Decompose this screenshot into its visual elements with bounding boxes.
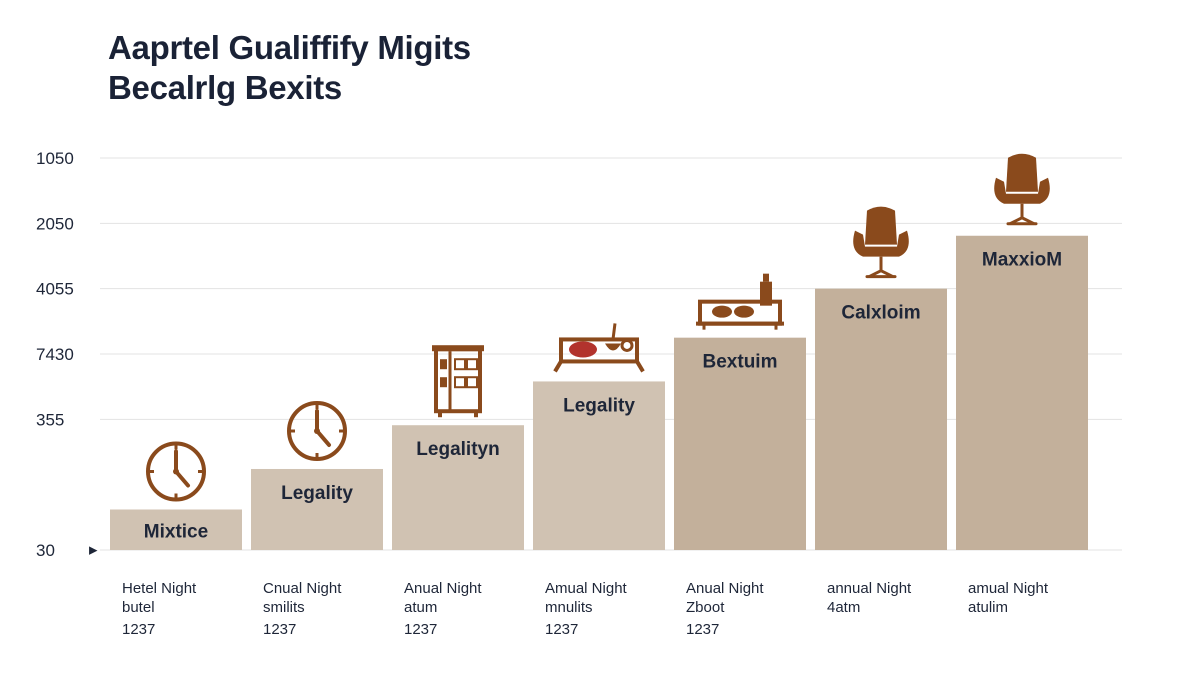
x-category-value: 1237 [263, 621, 296, 638]
bar-label: Legalityn [416, 439, 499, 460]
x-category-label: atum [404, 599, 437, 616]
x-category-label: annual Night [827, 580, 912, 597]
food-tray-icon [553, 323, 645, 373]
x-category-label: Amual Night [545, 580, 628, 597]
y-tick-label: 30 [36, 541, 55, 560]
clock-icon [146, 441, 206, 502]
x-category-label: Hetel Night [122, 580, 197, 597]
clock-icon [287, 400, 347, 461]
x-category-value: 1237 [686, 621, 719, 638]
armchair-icon [994, 153, 1050, 226]
bar-label: Legality [563, 395, 635, 416]
bar-label: MaxxioM [982, 250, 1062, 271]
y-tick-label: 2050 [36, 214, 74, 233]
y-tick-label: 4055 [36, 280, 74, 299]
bar-label: Legality [281, 483, 353, 504]
x-category-label: mnulits [545, 599, 593, 616]
x-category-label: Anual Night [686, 580, 764, 597]
x-category-value: 1237 [545, 621, 578, 638]
cabinet-icon [432, 345, 484, 418]
x-category-label: Zboot [686, 599, 725, 616]
bar [815, 288, 947, 550]
armchair-icon [853, 206, 909, 279]
y-axis-ticks: 1050 2050 4055 7430 355 30 ▸ [36, 149, 98, 560]
x-category-label: Cnual Night [263, 580, 342, 597]
x-category-label: Anual Night [404, 580, 482, 597]
x-axis-categories: Hetel Night butel 1237 Cnual Night smilits 12… [122, 580, 1049, 638]
bar-label: Mixtice [144, 522, 208, 543]
bar [533, 381, 665, 550]
bar [674, 337, 806, 550]
x-category-value: 1237 [404, 621, 437, 638]
bar-label: Bextuim [703, 352, 778, 373]
y-tick-label: 1050 [36, 149, 74, 168]
x-category-label: amual Night [968, 580, 1049, 597]
bars: Mixtice Legality Legalityn Legality Bextuim C… [110, 235, 1088, 550]
x-category-label: smilits [263, 599, 305, 616]
chart-title-line-2: Becalrlg Bexits [108, 69, 342, 106]
bar [392, 425, 524, 550]
bar [110, 509, 242, 550]
bar [251, 468, 383, 550]
x-category-label: 4atm [827, 599, 860, 616]
chart-title-line-1: Aaprtel Gualiffify Migits [108, 29, 471, 66]
x-category-label: atulim [968, 599, 1008, 616]
chart-title: Aaprtel Gualiffify Migits Becalrlg Bexit… [108, 28, 808, 108]
serving-tray-icon [696, 273, 784, 330]
y-tick-label: 355 [36, 410, 64, 429]
bar [956, 235, 1088, 550]
baseline-marker: ▸ [89, 540, 98, 559]
x-category-label: butel [122, 599, 155, 616]
bar-icons [146, 153, 1050, 502]
x-category-value: 1237 [122, 621, 155, 638]
bar-label: Calxloim [841, 303, 920, 324]
y-tick-label: 7430 [36, 345, 74, 364]
